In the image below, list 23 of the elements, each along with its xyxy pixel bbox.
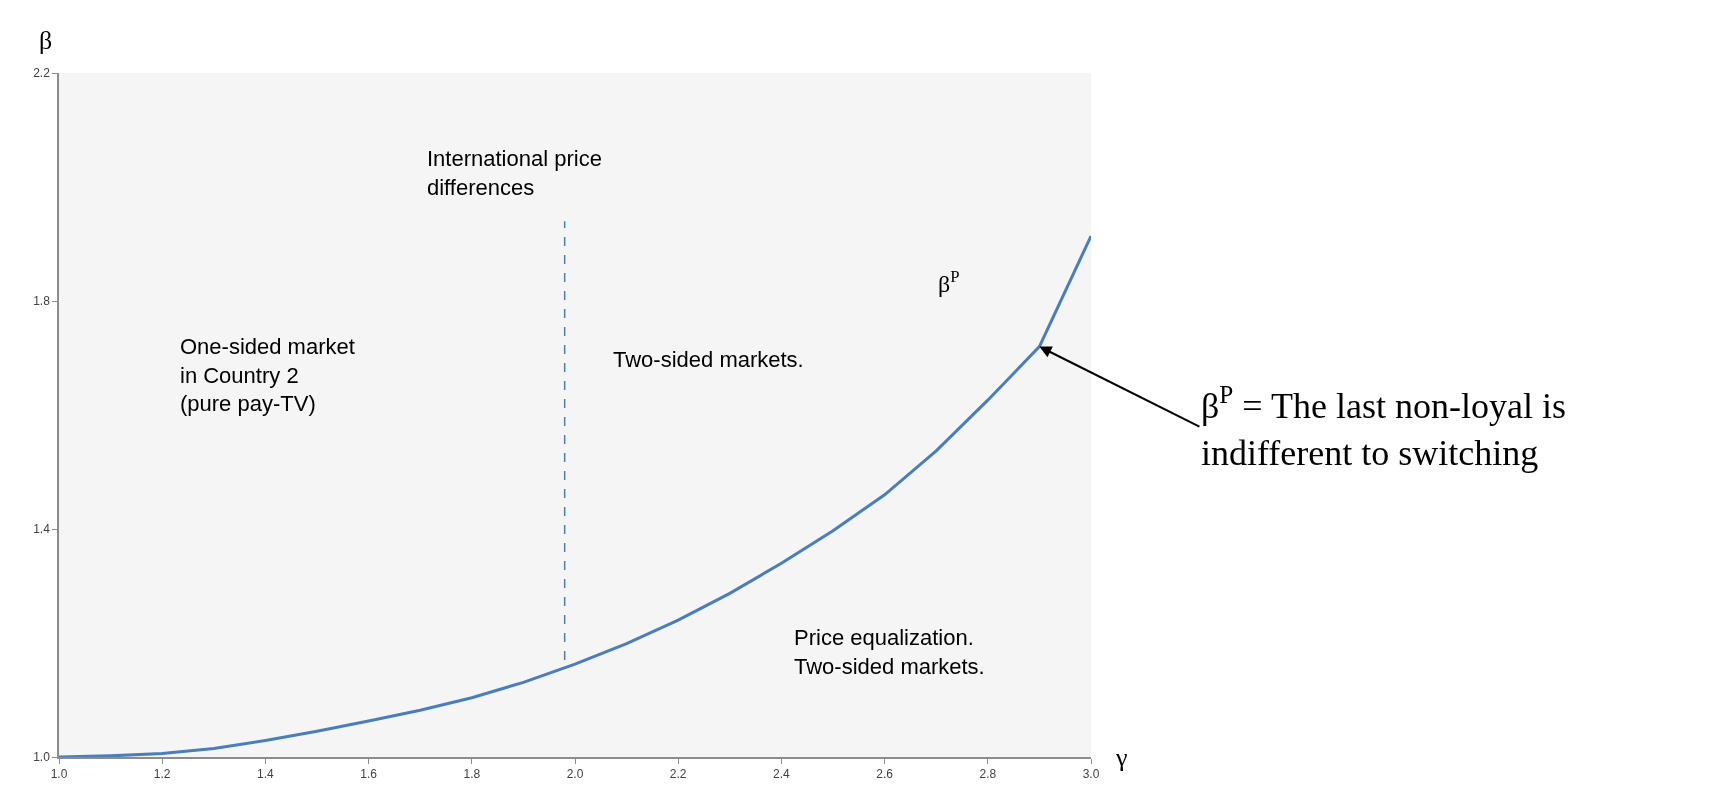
annotation: One-sided market in Country 2 (pure pay-TV): [180, 334, 355, 417]
x-tick-label: 2.2: [669, 767, 687, 782]
annotation: International price differences: [427, 146, 602, 200]
x-tick-label: 1.6: [360, 767, 378, 782]
annotation: β$^{P}$ = The last non-loyal is indifferent to switching: [1201, 381, 1566, 473]
x-tick-label: 1.8: [463, 767, 481, 782]
y-tick-label: 2.2: [33, 66, 51, 81]
annotation: Two-sided markets.: [613, 347, 804, 372]
y-tick-label: 1.4: [33, 522, 51, 537]
annotation: β$^{P}$: [938, 267, 960, 298]
x-tick-label: 1.0: [50, 767, 68, 782]
x-tick-label: 1.4: [257, 767, 275, 782]
x-tick-label: 1.2: [153, 767, 171, 782]
x-axis-title: γ: [1115, 743, 1128, 772]
x-tick-label: 2.4: [773, 767, 791, 782]
x-tick-label: 2.8: [979, 767, 997, 782]
y-axis-title: β: [39, 26, 53, 55]
y-tick-label: 1.8: [33, 294, 51, 309]
x-tick-label: 3.0: [1082, 767, 1100, 782]
x-tick-label: 2.6: [876, 767, 894, 782]
x-tick-label: 2.0: [566, 767, 584, 782]
y-tick-label: 1.0: [33, 750, 51, 765]
annotation: Price equalization. Two-sided markets.: [794, 625, 985, 679]
